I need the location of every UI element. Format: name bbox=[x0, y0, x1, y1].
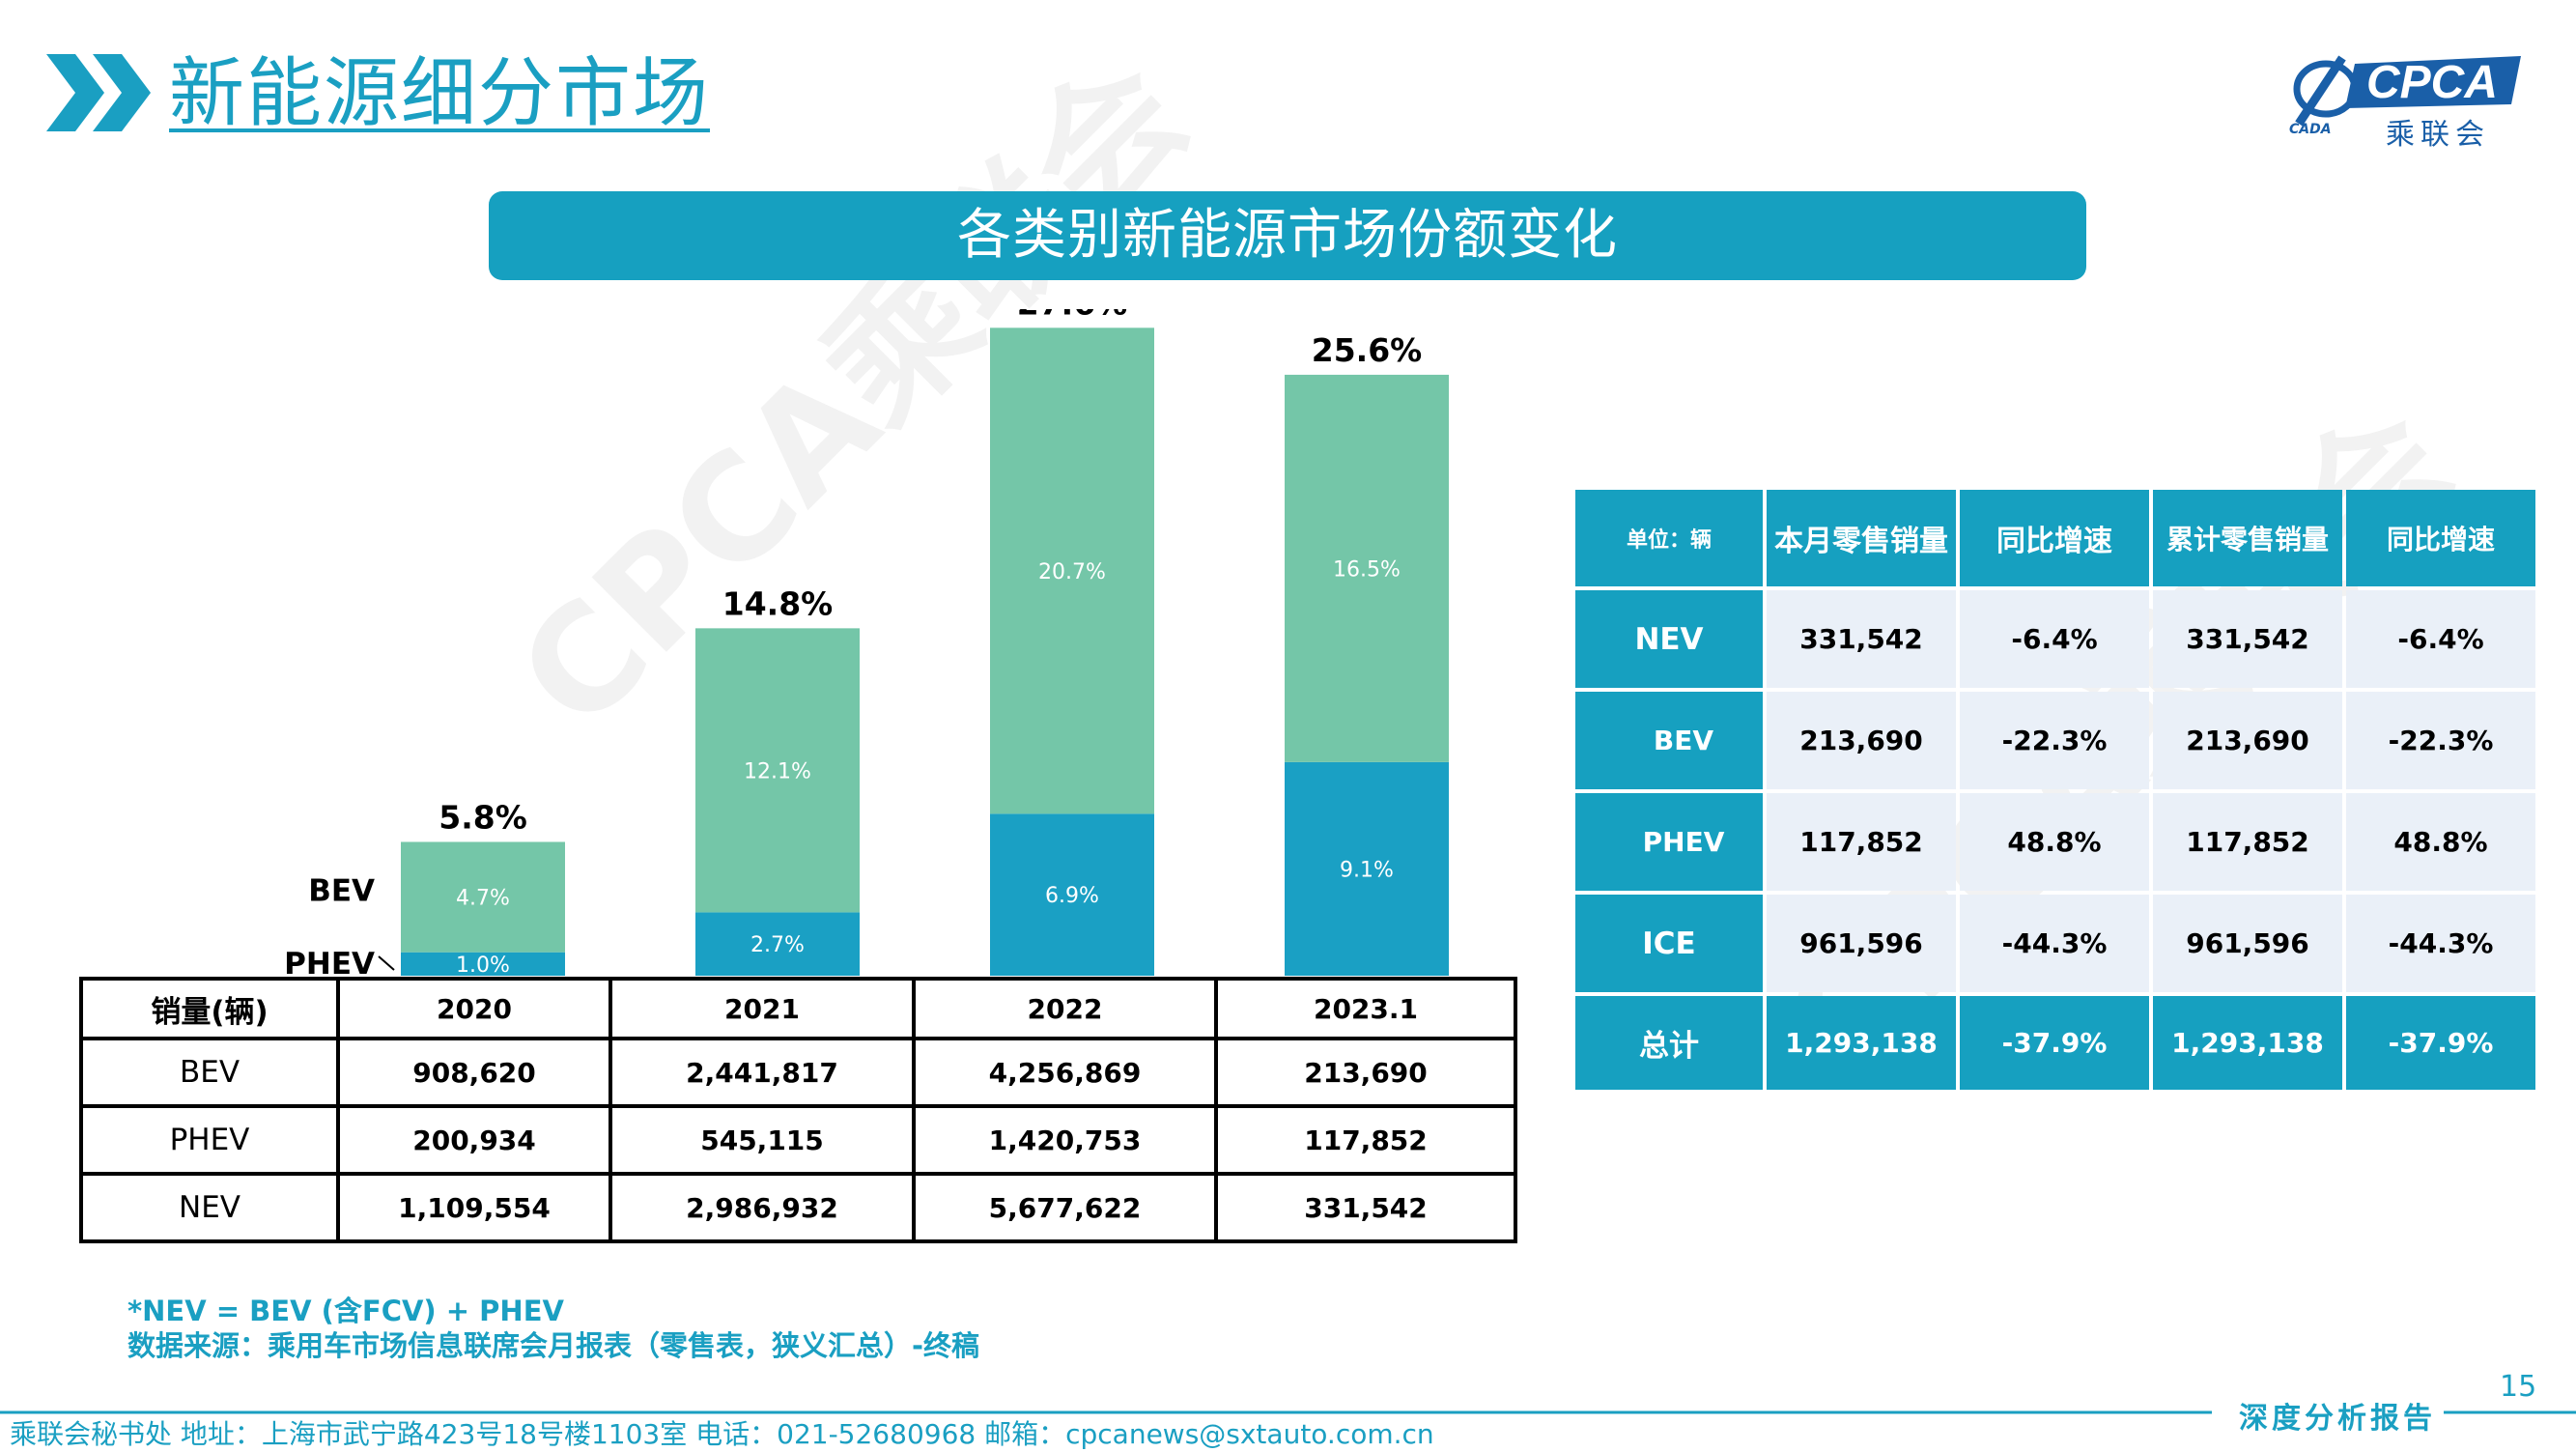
page-number: 15 bbox=[2500, 1370, 2537, 1404]
table-row: NEV 331,542 -6.4% 331,542 -6.4% bbox=[1575, 590, 2535, 688]
table-cell: 1,420,753 bbox=[912, 1104, 1218, 1176]
table-header-cell: 销量(辆) bbox=[79, 977, 340, 1040]
table-cell: -22.3% bbox=[1960, 692, 2149, 789]
data-source-note: 数据来源：乘用车市场信息联席会月报表（零售表，狭义汇总）-终稿 bbox=[127, 1329, 980, 1362]
logo-sub: 乘联会 bbox=[2386, 118, 2490, 152]
table-cell: 200,934 bbox=[336, 1104, 612, 1176]
table-cell: -44.3% bbox=[2346, 895, 2535, 992]
table-cell: 5,677,622 bbox=[912, 1172, 1218, 1243]
total-label: 25.6% bbox=[1312, 331, 1423, 369]
data-label: 4.7% bbox=[456, 887, 510, 911]
table-cell: -37.9% bbox=[2346, 996, 2535, 1090]
table-cell: 4,256,869 bbox=[912, 1037, 1218, 1108]
table-cell: 908,620 bbox=[336, 1037, 612, 1108]
table-cell: 331,542 bbox=[1214, 1172, 1517, 1243]
table-row: BEV 213,690 -22.3% 213,690 -22.3% bbox=[1575, 692, 2535, 789]
bar-phev-2020 bbox=[401, 952, 565, 976]
table-cell: 331,542 bbox=[1767, 590, 1956, 688]
table-header-cell: 2023.1 bbox=[1214, 977, 1517, 1040]
table-row: PHEV 200,934 545,115 1,420,753 117,852 bbox=[79, 1104, 1517, 1176]
table-cell: 331,542 bbox=[2153, 590, 2342, 688]
bar-bev-2021 bbox=[695, 628, 860, 913]
legend-pointer bbox=[378, 955, 395, 971]
table-cell: 213,690 bbox=[1214, 1037, 1517, 1108]
row-label: ICE bbox=[1575, 895, 1763, 992]
table-cell: -44.3% bbox=[1960, 895, 2149, 992]
total-label: 27.6% bbox=[1017, 309, 1128, 322]
table-row: PHEV 117,852 48.8% 117,852 48.8% bbox=[1575, 793, 2535, 891]
table-cell: 48.8% bbox=[2346, 793, 2535, 891]
data-label: 2.7% bbox=[750, 933, 805, 957]
data-label: 16.5% bbox=[1333, 557, 1401, 582]
page-title: 新能源细分市场 bbox=[169, 50, 711, 137]
footnote: *NEV = BEV (含FCV) + PHEV bbox=[127, 1295, 564, 1327]
row-label: NEV bbox=[1575, 590, 1763, 688]
logo-text: CPCA bbox=[2366, 57, 2499, 108]
table-header-cell: 2021 bbox=[609, 977, 916, 1040]
data-label: 1.0% bbox=[456, 954, 510, 976]
retail-summary-table: 单位：辆 本月零售销量 同比增速 累计零售销量 同比增速 NEV 331,542… bbox=[1571, 486, 2539, 1094]
table-header-cell: 2020 bbox=[336, 977, 612, 1040]
table-header-cell: 本月零售销量 bbox=[1767, 490, 1956, 586]
stacked-bar-chart: 1.0% 4.7% 5.8% 2.7% 12.1% 14.8% 6.9% 20.7% 27.6%… bbox=[284, 309, 1449, 976]
table-header-cell: 2022 bbox=[912, 977, 1218, 1040]
table-cell: 117,852 bbox=[1767, 793, 1956, 891]
bar-phev-2022 bbox=[990, 813, 1154, 976]
bar-bev-2023.1 bbox=[1285, 374, 1449, 762]
table-cell: -6.4% bbox=[1960, 590, 2149, 688]
table-cell: 117,852 bbox=[2153, 793, 2342, 891]
data-label: 6.9% bbox=[1045, 884, 1099, 908]
bar-phev-2023.1 bbox=[1285, 761, 1449, 976]
data-label: 20.7% bbox=[1038, 560, 1106, 584]
legend-bev: BEV bbox=[308, 874, 375, 909]
table-cell: 961,596 bbox=[2153, 895, 2342, 992]
table-cell: 117,852 bbox=[1214, 1104, 1517, 1176]
row-label: 总计 bbox=[1575, 996, 1763, 1090]
table-cell: 545,115 bbox=[609, 1104, 916, 1176]
total-label: 5.8% bbox=[439, 798, 527, 836]
table-header-cell: 同比增速 bbox=[2346, 490, 2535, 586]
row-label: PHEV bbox=[1575, 793, 1763, 891]
row-label: NEV bbox=[79, 1172, 340, 1243]
table-header-cell: 单位：辆 bbox=[1575, 490, 1763, 586]
table-row: NEV 1,109,554 2,986,932 5,677,622 331,54… bbox=[79, 1172, 1517, 1243]
table-cell: 1,293,138 bbox=[1767, 996, 1956, 1090]
footer-contact: 乘联会秘书处 地址：上海市武宁路423号18号楼1103室 电话：021-526… bbox=[10, 1418, 1434, 1450]
table-cell: 213,690 bbox=[1767, 692, 1956, 789]
table-cell: 2,986,932 bbox=[609, 1172, 916, 1243]
bar-bev-2020 bbox=[401, 841, 565, 953]
table-cell: 1,109,554 bbox=[336, 1172, 612, 1243]
footer-report-label: 深度分析报告 bbox=[2239, 1402, 2436, 1436]
total-label: 14.8% bbox=[722, 584, 834, 622]
cpca-logo: CPCA 乘联会 CADA bbox=[2279, 48, 2535, 152]
row-label: PHEV bbox=[79, 1104, 340, 1176]
table-cell: -22.3% bbox=[2346, 692, 2535, 789]
sales-volume-table: 销量(辆) 2020 2021 2022 2023.1 BEV 908,620 … bbox=[79, 977, 1517, 1243]
table-cell: 961,596 bbox=[1767, 895, 1956, 992]
bar-phev-2021 bbox=[695, 912, 860, 976]
data-label: 9.1% bbox=[1340, 858, 1394, 882]
table-header-cell: 同比增速 bbox=[1960, 490, 2149, 586]
row-label: BEV bbox=[79, 1037, 340, 1108]
legend-phev: PHEV bbox=[284, 947, 375, 976]
footer-divider bbox=[0, 1410, 2576, 1414]
table-row: ICE 961,596 -44.3% 961,596 -44.3% bbox=[1575, 895, 2535, 992]
table-total-row: 总计 1,293,138 -37.9% 1,293,138 -37.9% bbox=[1575, 996, 2535, 1090]
logo-small: CADA bbox=[2289, 122, 2332, 137]
data-label: 12.1% bbox=[744, 759, 811, 783]
table-header-cell: 累计零售销量 bbox=[2153, 490, 2342, 586]
row-label: BEV bbox=[1575, 692, 1763, 789]
table-row: BEV 908,620 2,441,817 4,256,869 213,690 bbox=[79, 1037, 1517, 1108]
chart-banner: 各类别新能源市场份额变化 bbox=[489, 191, 2086, 280]
table-cell: -6.4% bbox=[2346, 590, 2535, 688]
table-cell: -37.9% bbox=[1960, 996, 2149, 1090]
table-cell: 48.8% bbox=[1960, 793, 2149, 891]
table-cell: 1,293,138 bbox=[2153, 996, 2342, 1090]
bar-bev-2022 bbox=[990, 327, 1154, 814]
table-cell: 213,690 bbox=[2153, 692, 2342, 789]
table-cell: 2,441,817 bbox=[609, 1037, 916, 1108]
chevron-right-icon bbox=[46, 54, 151, 131]
